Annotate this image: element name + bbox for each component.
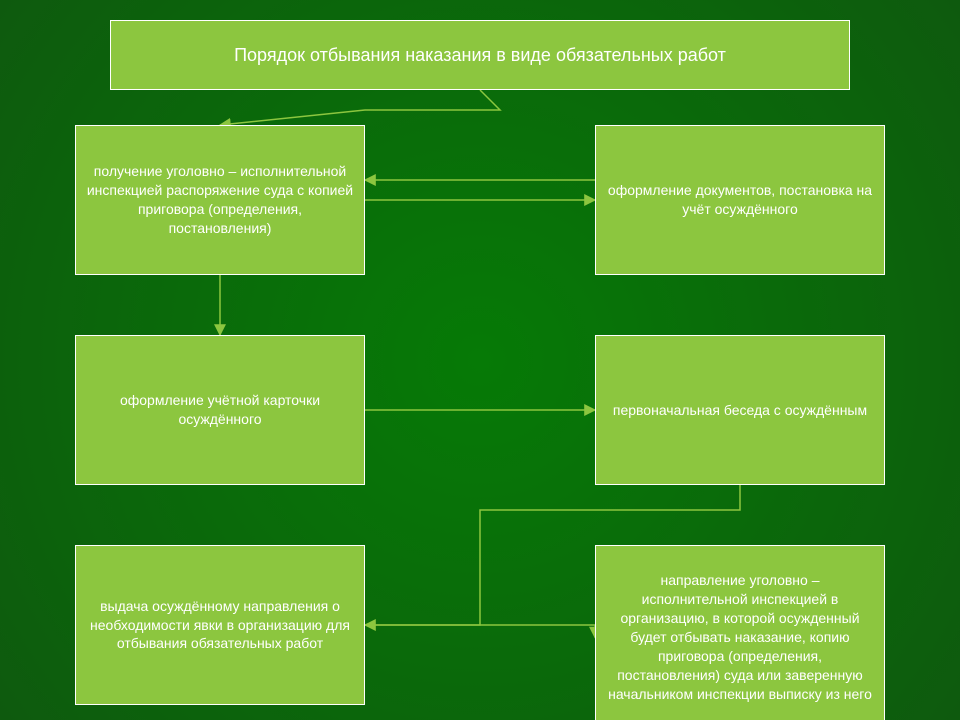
node-5: выдача осуждённому направления о необход…	[75, 545, 365, 705]
node-4-text: первоначальная беседа с осуждённым	[613, 401, 867, 420]
node-3: оформление учётной карточки осуждённого	[75, 335, 365, 485]
node-1: получение уголовно – исполнительной инсп…	[75, 125, 365, 275]
node-1-text: получение уголовно – исполнительной инсп…	[86, 162, 354, 238]
node-6: направление уголовно – исполнительной ин…	[595, 545, 885, 720]
node-6-text: направление уголовно – исполнительной ин…	[606, 571, 874, 703]
node-2-text: оформление документов, постановка на учё…	[606, 181, 874, 219]
title-box: Порядок отбывания наказания в виде обяза…	[110, 20, 850, 90]
node-3-text: оформление учётной карточки осуждённого	[86, 391, 354, 429]
title-text: Порядок отбывания наказания в виде обяза…	[234, 43, 726, 67]
node-4: первоначальная беседа с осуждённым	[595, 335, 885, 485]
node-2: оформление документов, постановка на учё…	[595, 125, 885, 275]
node-5-text: выдача осуждённому направления о необход…	[86, 597, 354, 654]
